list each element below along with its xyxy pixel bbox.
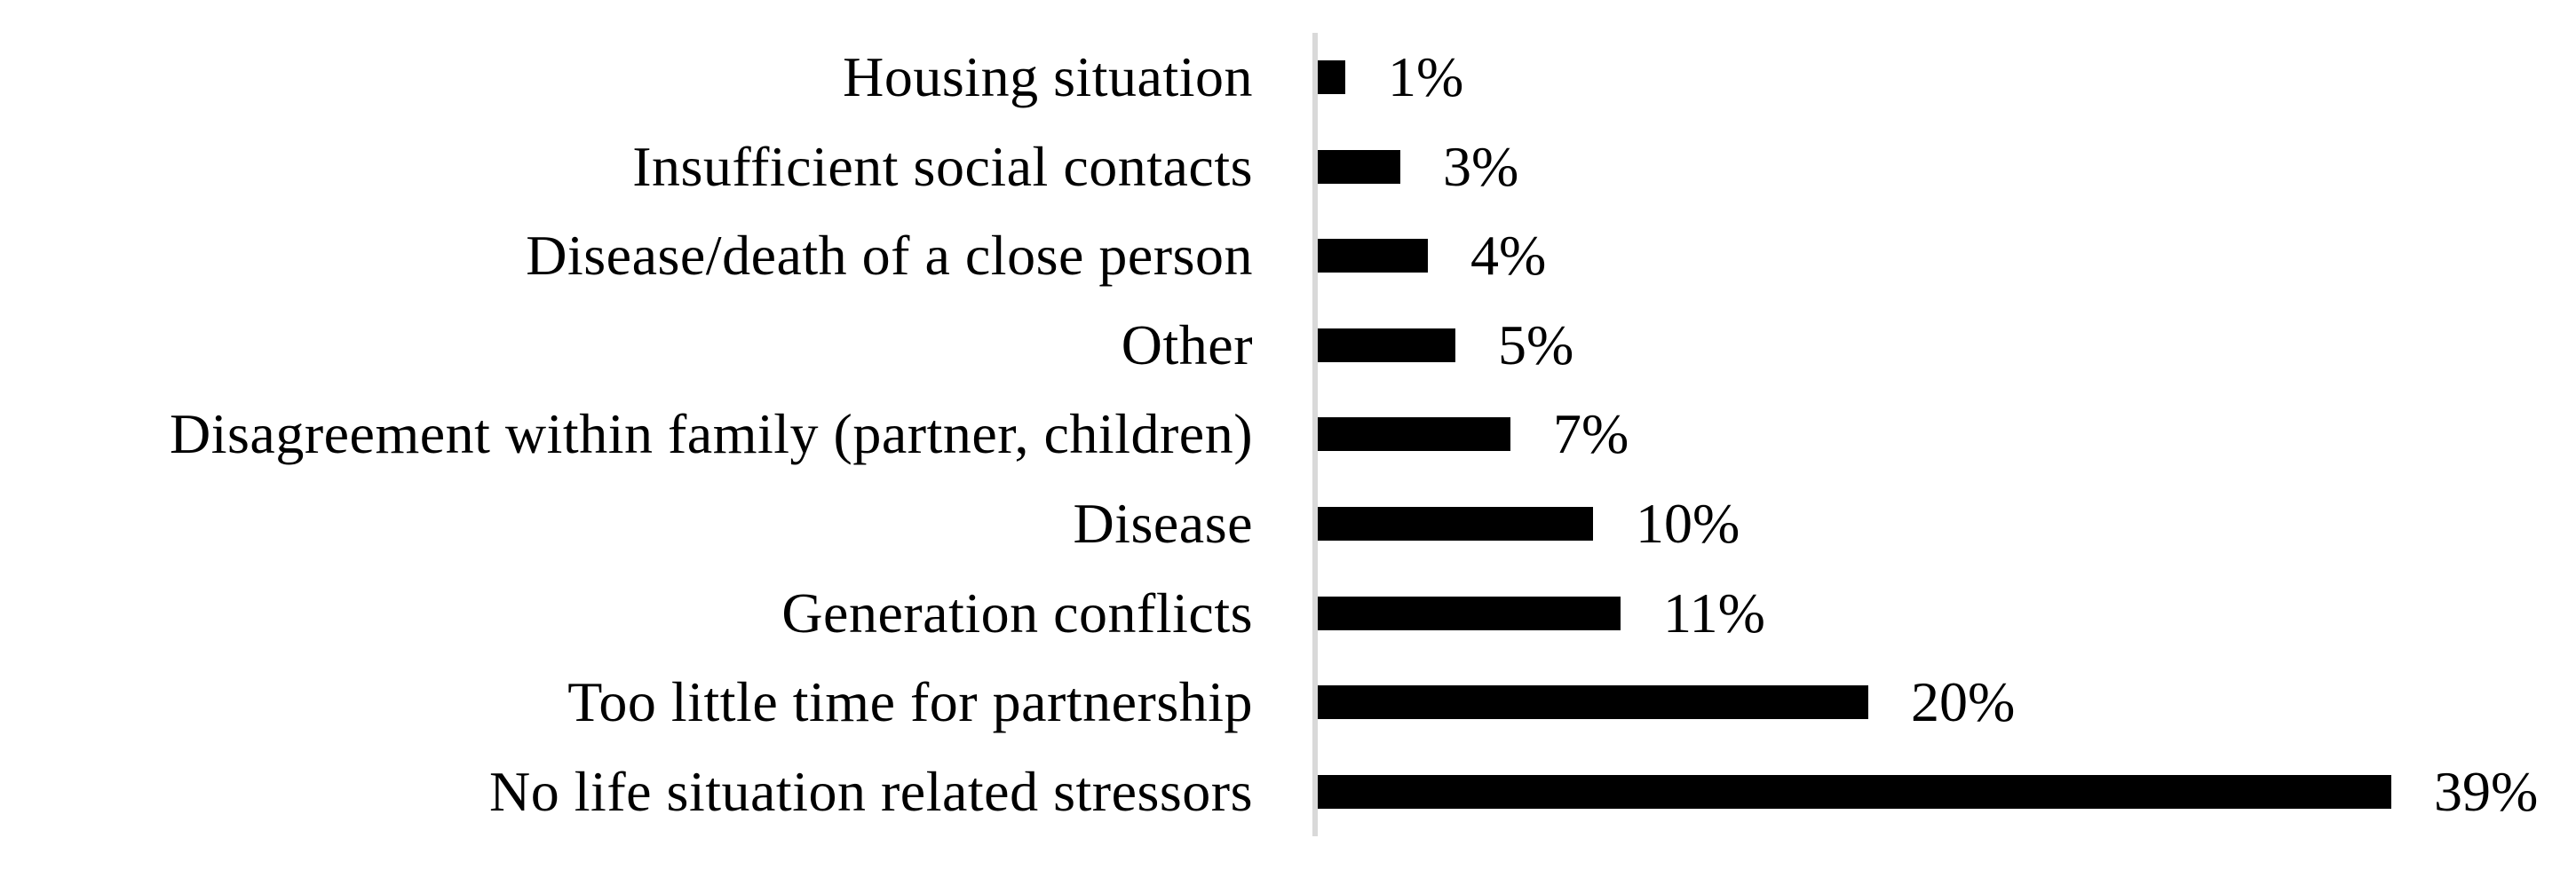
bar-row: Other 5% — [0, 301, 2576, 391]
bar-area: 20% — [1318, 674, 2015, 731]
value-label: 1% — [1388, 45, 1464, 109]
bar — [1318, 417, 1510, 452]
category-label: No life situation related stressors — [489, 759, 1253, 823]
bar-row: Generation conflicts 11% — [0, 568, 2576, 658]
bar — [1318, 596, 1621, 630]
bar-rows: Housing situation 1% Insufficient social… — [0, 33, 2576, 836]
bar — [1318, 149, 1400, 184]
bar — [1318, 774, 2391, 809]
bar-area: 11% — [1318, 581, 1765, 645]
bar-row: Housing situation 1% — [0, 33, 2576, 123]
bar-row: Disease 10% — [0, 479, 2576, 569]
bar-area: 7% — [1318, 406, 1629, 463]
category-label: Disagreement within family (partner, chi… — [170, 402, 1253, 466]
value-label: 7% — [1553, 402, 1629, 466]
bar-area: 3% — [1318, 138, 1518, 195]
value-label: 5% — [1498, 312, 1574, 376]
bar-row: Disease/death of a close person 4% — [0, 211, 2576, 301]
value-label: 4% — [1470, 224, 1547, 288]
category-label: Too little time for partnership — [567, 670, 1253, 734]
bar-area: 10% — [1318, 495, 1740, 552]
value-label: 3% — [1443, 134, 1519, 198]
value-label: 10% — [1636, 492, 1740, 555]
bar-area: 4% — [1318, 227, 1546, 284]
value-label: 39% — [2434, 759, 2539, 823]
y-axis-line — [1312, 33, 1318, 836]
category-label: Other — [1121, 312, 1253, 376]
category-label: Generation conflicts — [781, 581, 1253, 645]
category-label: Housing situation — [843, 45, 1253, 109]
bar-area: 39% — [1318, 763, 2538, 820]
bar-area: 1% — [1318, 49, 1463, 106]
bar-row: Insufficient social contacts 3% — [0, 123, 2576, 212]
category-label: Insufficient social contacts — [632, 134, 1253, 198]
value-label: 11% — [1663, 581, 1765, 645]
bar — [1318, 328, 1455, 362]
bar — [1318, 507, 1593, 541]
bar — [1318, 239, 1428, 273]
bar-row: Disagreement within family (partner, chi… — [0, 390, 2576, 479]
bar — [1318, 685, 1868, 720]
value-label: 20% — [1911, 670, 2016, 734]
category-label: Disease — [1073, 492, 1253, 555]
bar-row: No life situation related stressors 39% — [0, 747, 2576, 836]
category-label: Disease/death of a close person — [526, 224, 1253, 288]
bar-area: 5% — [1318, 312, 1574, 376]
bar-row: Too little time for partnership 20% — [0, 658, 2576, 747]
bar — [1318, 60, 1345, 95]
